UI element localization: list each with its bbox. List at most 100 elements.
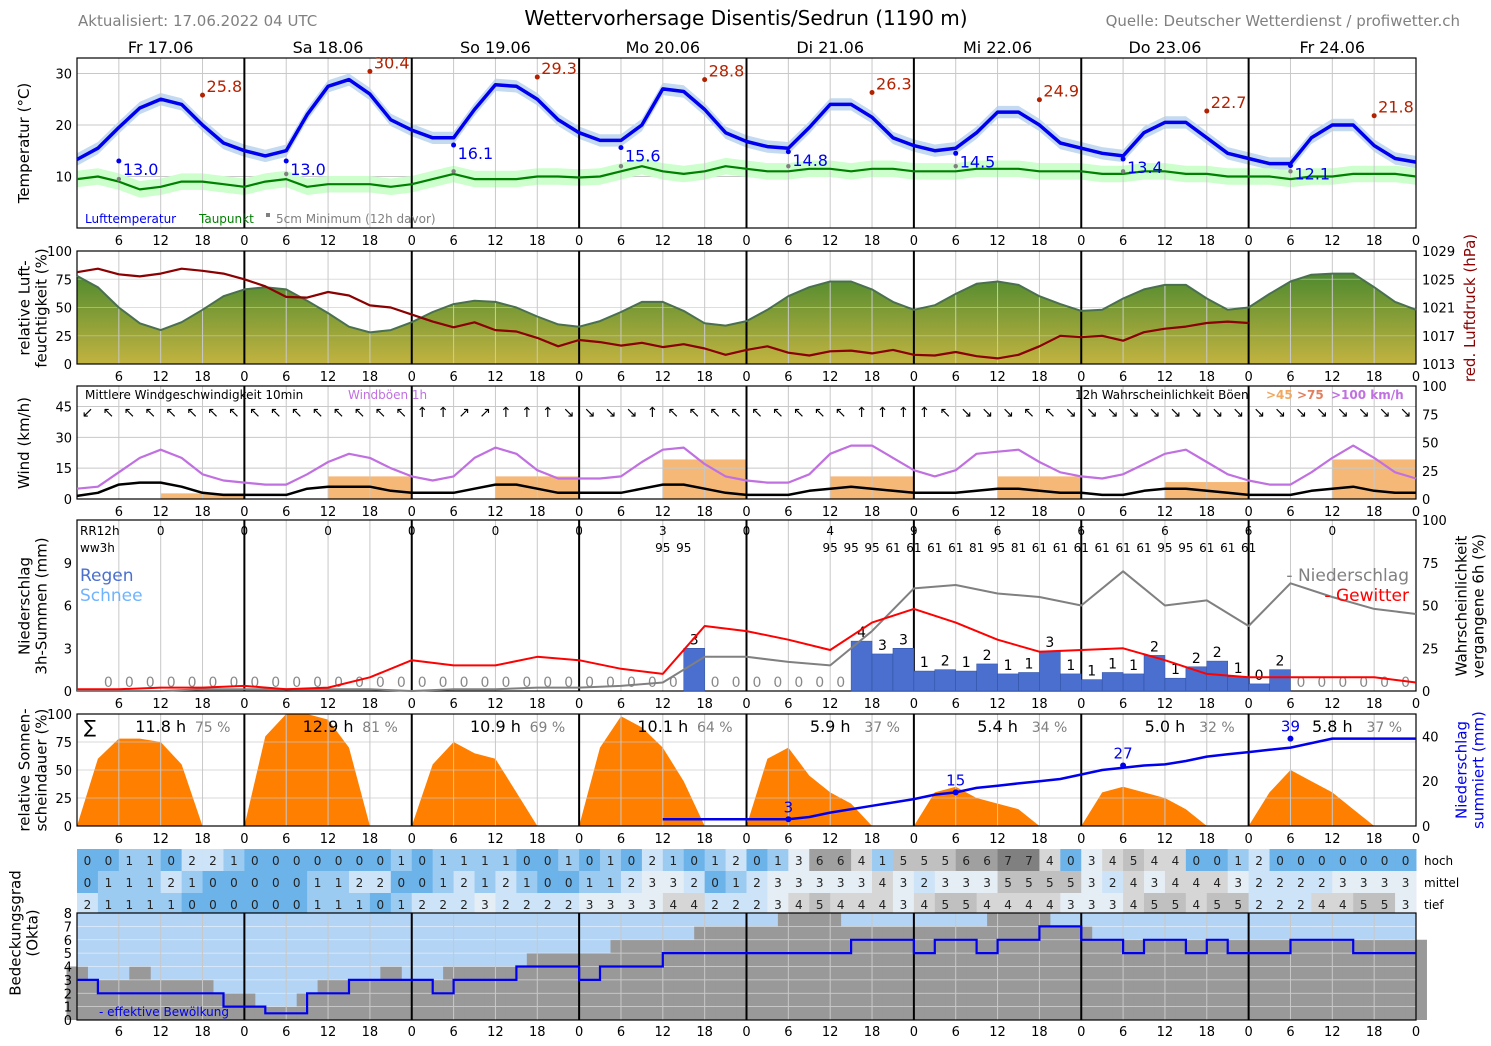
wind-xtick: 18: [696, 505, 713, 520]
cloud-cell-value: 2: [1297, 898, 1305, 912]
precip-sum-ylabel-text: summiert (mm): [1470, 711, 1488, 829]
temp-min-dot: [618, 145, 624, 151]
cloud-cell: [160, 893, 183, 915]
cloud-cell: [1018, 871, 1040, 893]
cloud-cell: [1018, 849, 1040, 871]
cloud-cell-value: 4: [1109, 854, 1117, 868]
cloud-cell: [328, 893, 350, 915]
cloud-cell-value: 4: [1213, 876, 1221, 890]
cloud-cell: [537, 893, 559, 915]
cloud-cell: [892, 871, 915, 893]
legend-ground-min-marker: [266, 213, 270, 217]
ground-min-dot: [1120, 169, 1126, 174]
cloud-cell: [851, 849, 873, 871]
cloud-cell-value: 3: [628, 898, 636, 912]
cloud-cell: [620, 871, 643, 893]
cloud-cell: [934, 893, 957, 915]
sigma-symbol: ∑: [84, 717, 96, 738]
precip-bar-label: 0: [669, 675, 678, 691]
cloud-cell-value: 3: [900, 898, 908, 912]
cloud-cell: [411, 871, 434, 893]
cloud-row-label: tief: [1424, 898, 1444, 912]
sun-ytick: 25: [55, 792, 72, 807]
rr12h-value: 6: [994, 524, 1002, 538]
humidity-xtick: 18: [696, 370, 713, 385]
cloud-cell: [223, 893, 245, 915]
cloud-cell: [1395, 893, 1417, 915]
day-label: Do 23.06: [1128, 38, 1201, 57]
wind-xtick: 18: [194, 505, 211, 520]
cloud-cell: [97, 849, 120, 871]
temperature-line: [76, 77, 1417, 166]
precip-prob-y2tick: 0: [1422, 685, 1430, 700]
cloud-cell-value: 0: [209, 898, 217, 912]
precip-bar-label: 0: [397, 675, 406, 691]
wind-xtick: 12: [822, 505, 839, 520]
precip-bar-label: 0: [355, 675, 364, 691]
cloud-xtick: 12: [1157, 1025, 1174, 1040]
ww3h-value: 61: [927, 541, 942, 555]
precip-cumulative-dot: [1287, 735, 1294, 742]
pressure-line: [76, 267, 1249, 360]
cloud-cover-column: [1049, 926, 1072, 1020]
precip-ytick: 0: [64, 685, 72, 700]
ww3h-value: 61: [948, 541, 963, 555]
wind-xtick: 12: [487, 505, 504, 520]
cloud-cell: [746, 849, 768, 871]
rr12h-value: 0: [575, 524, 583, 538]
cloud-cell: [390, 849, 413, 871]
pressure-y2tick: 1013: [1422, 358, 1455, 373]
legend-ground-min: 5cm Minimum (12h davor): [276, 212, 436, 226]
cloud-cell: [1206, 893, 1229, 915]
temp-xtick: 6: [282, 234, 290, 249]
temp-ylabel-text: Temperatur (°C): [15, 83, 33, 205]
cloud-cell: [244, 871, 266, 893]
cloud-cell-value: 3: [900, 876, 908, 890]
precip-bar-label: 3: [899, 632, 908, 648]
temp-min-dot: [1287, 163, 1293, 169]
humidity-xtick: 18: [864, 370, 881, 385]
temp-xtick: 12: [1324, 234, 1341, 249]
cloud-cell-value: 0: [293, 898, 301, 912]
cloud-cell: [1039, 893, 1061, 915]
precip-xtick: 12: [822, 697, 839, 712]
ww3h-value: 61: [1095, 541, 1110, 555]
precip-bar-label: 0: [543, 675, 552, 691]
panel-border: [76, 385, 1417, 500]
humidity-xtick: 12: [655, 370, 672, 385]
cloud-cell: [307, 849, 329, 871]
sun-xtick: 6: [449, 832, 457, 847]
ww3h-value: 61: [906, 541, 921, 555]
precip-xtick: 18: [529, 697, 546, 712]
pressure-ylabel-text: red. Luftdruck (hPa): [1461, 234, 1479, 382]
precip-bar-label: 0: [711, 675, 720, 691]
cloud-ytick: 5: [64, 947, 72, 962]
cloud-cell-value: 0: [293, 876, 301, 890]
humidity-xtick: 6: [1286, 370, 1294, 385]
cloud-xtick: 18: [1366, 1025, 1383, 1040]
cloud-cell: [390, 893, 413, 915]
wind-xtick: 18: [1199, 505, 1216, 520]
cloud-cell-value: 2: [356, 876, 364, 890]
wind-direction-arrow: ↘: [1211, 405, 1223, 421]
cloud-cell: [1248, 893, 1271, 915]
cloud-cell-value: 0: [377, 898, 385, 912]
cloud-cell-value: 5: [1046, 876, 1054, 890]
precip-sum-y2tick: 40: [1422, 730, 1439, 745]
cloud-cell-value: 3: [858, 876, 866, 890]
wind-direction-arrow: ↘: [1170, 405, 1182, 421]
precip-xtick: 0: [240, 697, 248, 712]
cloud-cell-value: 3: [1381, 876, 1389, 890]
ww3h-value: 61: [1053, 541, 1068, 555]
cloud-cell: [516, 871, 538, 893]
wind-ytick: 30: [55, 431, 72, 446]
cloud-cell-value: 2: [418, 898, 426, 912]
temp-min-label: 15.6: [625, 147, 661, 166]
cloud-cell: [997, 871, 1019, 893]
cloud-cell: [892, 849, 915, 871]
rr12h-value: 0: [157, 524, 165, 538]
cloud-cover-column: [547, 953, 570, 1020]
precip-bar: [1081, 679, 1103, 692]
cloud-cell: [495, 893, 517, 915]
cloud-cell-value: 4: [1318, 898, 1326, 912]
